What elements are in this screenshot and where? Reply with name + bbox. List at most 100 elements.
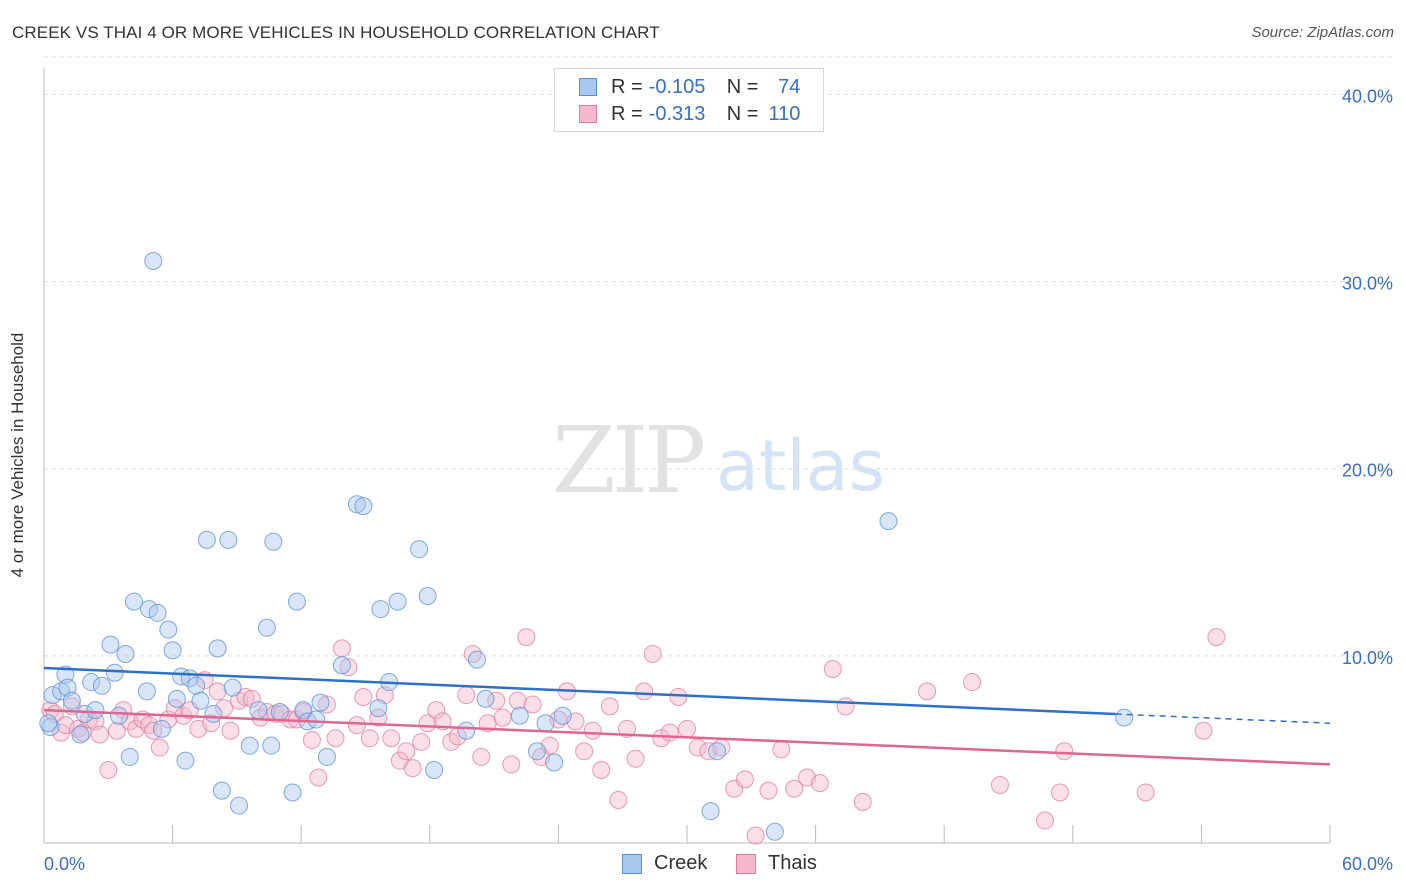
thais-legend-label: Thais [768,852,817,874]
creek-point [527,742,546,761]
chart-title: CREEK VS THAI 4 OR MORE VEHICLES IN HOUS… [12,23,660,42]
thais-point [326,729,345,748]
creek-point [144,251,163,270]
thais-point [369,708,388,727]
thais-point [302,731,321,750]
creek-point [176,751,195,770]
creek-point [347,495,366,514]
thais-point [397,742,416,761]
thais-point [99,761,118,780]
creek-point [410,540,429,559]
thais-point [493,708,512,727]
thais-point [669,688,688,707]
legend-item-creek: Creek [622,852,707,875]
creek-point [137,682,156,701]
creek-point [765,822,784,841]
creek-point [223,678,242,697]
watermark-zip: ZIP [552,407,703,514]
creek-point [197,530,216,549]
stats-legend: R = -0.105 N = 74 R = -0.313 N = 110 [554,68,824,132]
tick-labels: 10.0% 20.0% 30.0% 40.0% 0.0% 60.0% [44,86,1393,874]
creek-n-value: 74 [778,75,801,98]
thais-point [643,644,662,663]
thais-n-label: N = [726,102,759,125]
legend-row-creek: R = -0.105 N = 74 [579,75,800,99]
gridlines [44,56,1394,657]
thais-point [150,738,169,757]
creek-point [92,676,111,695]
thais-point [360,729,379,748]
creek-point [204,704,223,723]
creek-point [191,691,210,710]
creek-point [457,721,476,740]
creek-point [148,603,167,622]
thais-point [635,682,654,701]
thais-point [688,738,707,757]
thais-point [583,721,602,740]
thais-point [1136,783,1155,802]
thais-point [853,792,872,811]
thais-point [354,688,373,707]
thais-point [107,721,126,740]
creek-point [167,689,186,708]
thais-point [609,790,628,809]
thais-point [236,688,255,707]
thais-point [1055,742,1074,761]
source-credit: Source: ZipAtlas.com [1251,24,1394,41]
y-axis-label: 4 or more Vehicles in Household [8,332,27,578]
thais-r-value: -0.313 [648,102,706,125]
creek-point [125,592,144,611]
thais-point [785,779,804,798]
creek-point [708,742,727,761]
creek-point [418,586,437,605]
y-tick-label: 20.0% [1342,461,1393,481]
thais-point [221,721,240,740]
thais-point [600,697,619,716]
thais-point [339,658,358,677]
thais-point [412,732,431,751]
creek-r-label: R = [611,75,643,98]
creek-point [264,532,283,551]
creek-point [249,701,268,720]
creek-point [219,530,238,549]
creek-point [287,592,306,611]
thais-point [332,639,351,658]
creek-n-label: N = [726,75,759,98]
creek-point [354,497,373,516]
thais-point [735,770,754,789]
creek-point [1115,708,1134,727]
thais-point [652,729,671,748]
thais-n-value: 110 [768,102,801,125]
creek-trend-extension [1115,713,1331,724]
thais-point [1194,721,1213,740]
creek-point [110,706,129,725]
y-tick-label: 10.0% [1342,648,1393,668]
creek-legend-swatch [622,853,642,874]
trend-lines [43,666,1331,766]
thais-point [403,759,422,778]
thais-point [759,781,778,800]
creek-point [536,714,555,733]
thais-point [242,689,261,708]
thais-point [963,673,982,692]
x-tick-label: 0.0% [44,854,85,874]
creek-point [545,753,564,772]
creek-point [371,600,390,619]
creek-point [152,719,171,738]
creek-point [140,600,159,619]
creek-point [163,641,182,660]
thais-point [1050,783,1069,802]
thais-point [1207,628,1226,647]
thais-point [472,747,491,766]
creek-point [476,689,495,708]
creek-point [116,644,135,663]
creek-point [388,592,407,611]
creek-point [39,714,58,733]
creek-point [212,781,231,800]
creek-point [311,693,330,712]
creek-point [101,635,120,654]
thais-point [810,774,829,793]
creek-legend-label: Creek [654,852,708,874]
creek-point [270,703,289,721]
